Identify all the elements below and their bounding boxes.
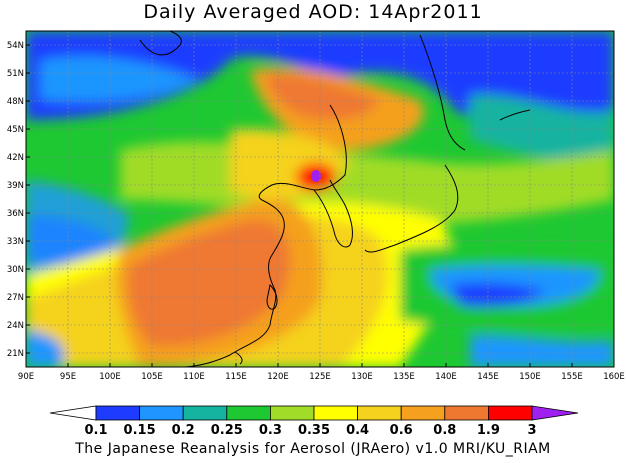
colorbar-swatch — [226, 405, 271, 421]
lat-tick-label: 45N — [7, 125, 24, 135]
colorbar-label: 0.4 — [346, 423, 369, 438]
colorbar-swatch — [444, 405, 489, 421]
lon-tick-label: 130E — [351, 372, 373, 382]
lat-tick-label: 21N — [7, 349, 24, 359]
lat-tick-label: 24N — [7, 321, 24, 331]
colorbar-label: 0.2 — [172, 423, 195, 438]
footer-credit: The Japanese Reanalysis for Aerosol (JRA… — [75, 441, 551, 457]
colorbar-label: 0.8 — [433, 423, 456, 438]
lon-tick-label: 105E — [141, 372, 163, 382]
lon-tick-label: 155E — [561, 372, 583, 382]
lat-tick-label: 30N — [7, 265, 24, 275]
colorbar-high-arrow — [531, 405, 579, 421]
lon-tick-label: 100E — [99, 372, 121, 382]
colorbar-label: 3 — [527, 423, 536, 438]
colorbar-label: 0.15 — [124, 423, 156, 438]
lon-tick-label: 125E — [309, 372, 331, 382]
lat-tick-label: 27N — [7, 293, 24, 303]
lon-tick-label: 110E — [183, 372, 205, 382]
colorbar-label: 0.25 — [211, 423, 243, 438]
colorbar-swatch — [139, 405, 184, 421]
colorbar-label: 0.1 — [84, 423, 107, 438]
lat-tick-label: 42N — [7, 153, 24, 163]
lon-tick-label: 95E — [60, 372, 76, 382]
lon-tick-label: 140E — [435, 372, 457, 382]
colorbar-swatch — [269, 405, 315, 421]
lat-tick-label: 36N — [7, 209, 24, 219]
colorbar-label: 1.9 — [477, 423, 500, 438]
colorbar: 0.1 0.15 0.2 0.25 0.3 0.35 0.4 0.6 0.8 1.9 3 — [49, 405, 579, 438]
lat-tick-label: 39N — [7, 181, 24, 191]
aod-field — [26, 31, 614, 367]
lon-tick-label: 145E — [477, 372, 499, 382]
lon-tick-label: 90E — [18, 372, 34, 382]
lat-tick-label: 33N — [7, 237, 24, 247]
lat-tick-label: 48N — [7, 97, 24, 107]
lon-tick-label: 115E — [225, 372, 247, 382]
lon-tick-label: 120E — [267, 372, 289, 382]
lon-tick-label: 135E — [393, 372, 415, 382]
colorbar-low-arrow — [49, 405, 97, 421]
lon-tick-label: 160E — [603, 372, 625, 382]
lon-tick-label: 150E — [519, 372, 541, 382]
colorbar-swatch — [182, 405, 228, 421]
lat-tick-label: 51N — [7, 69, 24, 79]
map-title: Daily Averaged AOD: 14Apr2011 — [143, 1, 483, 23]
lat-tick-label: 54N — [7, 41, 24, 51]
colorbar-swatch — [400, 405, 446, 421]
coastlines — [139, 31, 531, 367]
colorbar-label: 0.6 — [390, 423, 413, 438]
colorbar-swatch — [313, 405, 358, 421]
colorbar-swatch — [95, 405, 140, 421]
colorbar-label: 0.3 — [259, 423, 282, 438]
colorbar-swatch — [487, 405, 533, 421]
colorbar-label: 0.35 — [298, 423, 330, 438]
colorbar-swatch — [357, 405, 402, 421]
